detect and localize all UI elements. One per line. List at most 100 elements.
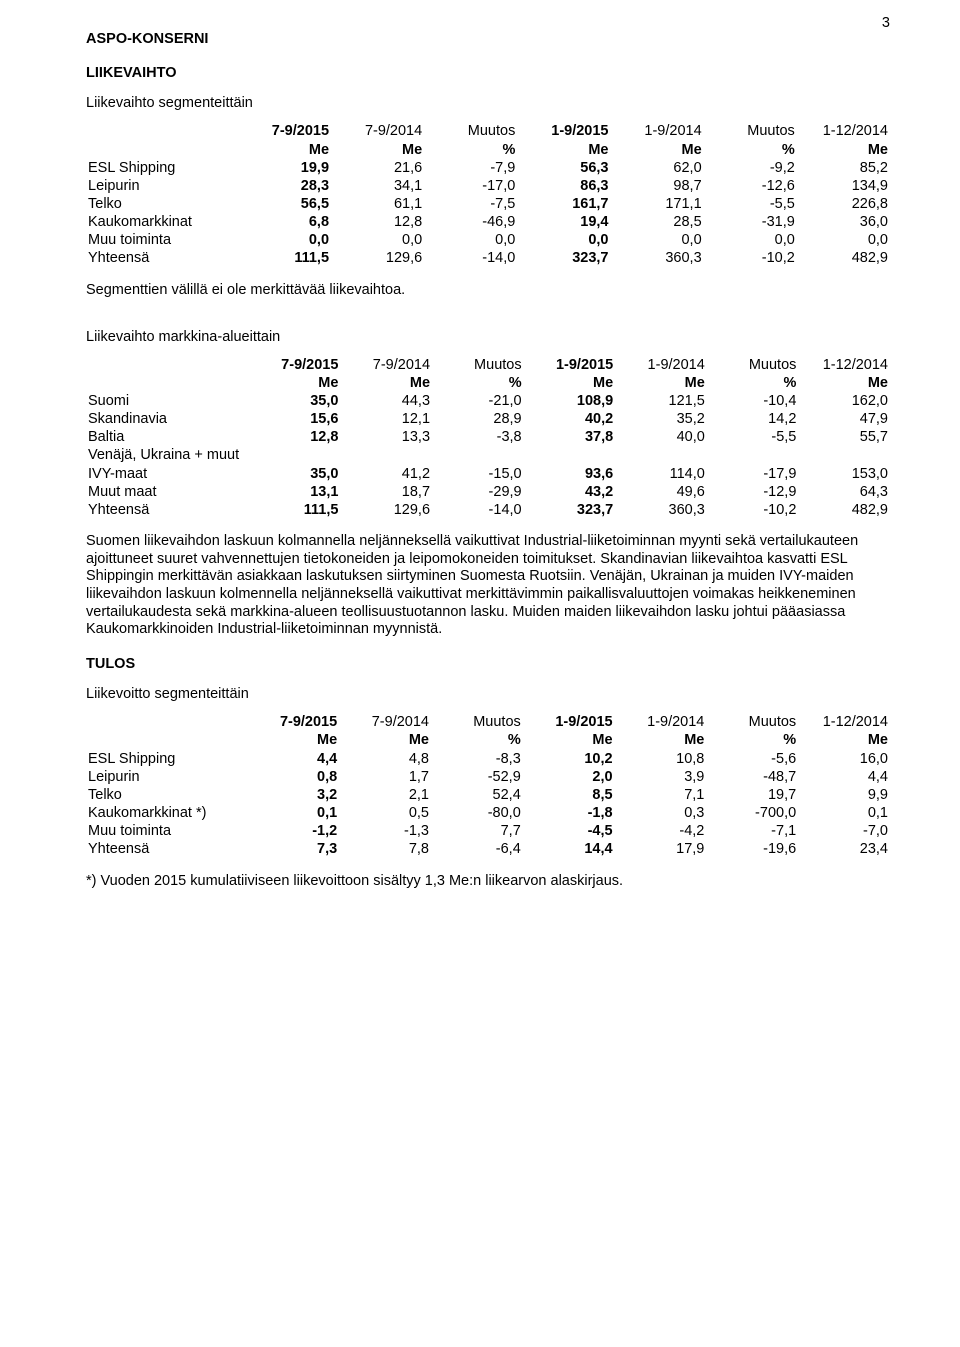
cell: 108,9 xyxy=(524,392,616,410)
table-profit-segment: 7-9/20157-9/2014Muutos1-9/20151-9/2014Mu… xyxy=(86,713,890,858)
table-revenue-segment: 7-9/20157-9/2014Muutos1-9/20151-9/2014Mu… xyxy=(86,122,890,267)
col-unit: % xyxy=(704,141,797,159)
col-unit: Me xyxy=(238,141,331,159)
table-body: Suomi35,044,3-21,0108,9121,5-10,4162,0Sk… xyxy=(86,392,890,519)
col-period: Muutos xyxy=(707,356,799,374)
cell: 14,2 xyxy=(707,410,799,428)
cell: 114,0 xyxy=(615,465,707,483)
cell: 0,3 xyxy=(615,804,707,822)
col-period: 1-9/2015 xyxy=(523,713,615,731)
col-unit: Me xyxy=(524,374,616,392)
table-row: Kaukomarkkinat *)0,10,5-80,0-1,80,3-700,… xyxy=(86,804,890,822)
cell: 3,9 xyxy=(615,768,707,786)
table-row: Venäjä, Ukraina + muut xyxy=(86,446,890,464)
cell: 17,9 xyxy=(615,840,707,858)
cell: 134,9 xyxy=(797,177,890,195)
col-period: 1-12/2014 xyxy=(798,713,890,731)
cell: 34,1 xyxy=(331,177,424,195)
col-period: Muutos xyxy=(424,122,517,140)
table-row: ESL Shipping4,44,8-8,310,210,8-5,616,0 xyxy=(86,750,890,768)
cell: 13,3 xyxy=(340,428,432,446)
cell: -29,9 xyxy=(432,483,524,501)
cell: -52,9 xyxy=(431,768,523,786)
cell: 482,9 xyxy=(798,501,890,519)
cell: -14,0 xyxy=(432,501,524,519)
segment-note: Segmenttien välillä ei ole merkittävää l… xyxy=(86,281,890,299)
cell: -4,5 xyxy=(523,822,615,840)
col-unit: Me xyxy=(517,141,610,159)
cell xyxy=(432,446,524,464)
cell: -12,6 xyxy=(704,177,797,195)
cell: -9,2 xyxy=(704,159,797,177)
cell: 0,0 xyxy=(517,231,610,249)
cell: -3,8 xyxy=(432,428,524,446)
cell: 37,8 xyxy=(524,428,616,446)
table-body: ESL Shipping19,921,6-7,956,362,0-9,285,2… xyxy=(86,159,890,268)
col-period: Muutos xyxy=(704,122,797,140)
cell: 323,7 xyxy=(524,501,616,519)
cell: 0,0 xyxy=(238,231,331,249)
cell: 8,5 xyxy=(523,786,615,804)
cell: 15,6 xyxy=(249,410,341,428)
cell: 0,0 xyxy=(704,231,797,249)
col-period: 1-12/2014 xyxy=(798,356,890,374)
table-row: Leipurin28,334,1-17,086,398,7-12,6134,9 xyxy=(86,177,890,195)
col-period: 7-9/2015 xyxy=(247,713,339,731)
row-label: ESL Shipping xyxy=(86,750,247,768)
row-label: Telko xyxy=(86,195,238,213)
col-blank xyxy=(86,731,247,749)
row-label: Suomi xyxy=(86,392,249,410)
row-label: Muu toiminta xyxy=(86,231,238,249)
col-period: 1-9/2014 xyxy=(615,356,707,374)
cell: -48,7 xyxy=(706,768,798,786)
cell: 129,6 xyxy=(340,501,432,519)
cell: -1,3 xyxy=(339,822,431,840)
row-label: Yhteensä xyxy=(86,840,247,858)
cell: -1,2 xyxy=(247,822,339,840)
cell: 360,3 xyxy=(615,501,707,519)
col-unit: % xyxy=(706,731,798,749)
cell: 111,5 xyxy=(249,501,341,519)
cell: 9,9 xyxy=(798,786,890,804)
cell xyxy=(524,446,616,464)
cell: 12,1 xyxy=(340,410,432,428)
cell: 7,1 xyxy=(615,786,707,804)
cell: 64,3 xyxy=(798,483,890,501)
cell: 40,2 xyxy=(524,410,616,428)
col-blank xyxy=(86,713,247,731)
table-row: Kaukomarkkinat6,812,8-46,919,428,5-31,93… xyxy=(86,213,890,231)
col-period: Muutos xyxy=(706,713,798,731)
cell: 2,1 xyxy=(339,786,431,804)
table-head: 7-9/20157-9/2014Muutos1-9/20151-9/2014Mu… xyxy=(86,713,890,749)
table-row: IVY-maat35,041,2-15,093,6114,0-17,9153,0 xyxy=(86,465,890,483)
cell: 7,8 xyxy=(339,840,431,858)
col-unit: Me xyxy=(615,374,707,392)
row-label: Muut maat xyxy=(86,483,249,501)
paragraph-analysis: Suomen liikevaihdon laskuun kolmannella … xyxy=(86,533,890,639)
col-period: 1-9/2015 xyxy=(517,122,610,140)
cell: -80,0 xyxy=(431,804,523,822)
table-head: 7-9/20157-9/2014Muutos1-9/20151-9/2014Mu… xyxy=(86,122,890,158)
cell: 40,0 xyxy=(615,428,707,446)
cell: 0,1 xyxy=(798,804,890,822)
cell: 93,6 xyxy=(524,465,616,483)
table-row: Muu toiminta0,00,00,00,00,00,00,0 xyxy=(86,231,890,249)
cell: 36,0 xyxy=(797,213,890,231)
cell: 323,7 xyxy=(517,249,610,267)
cell: -7,1 xyxy=(706,822,798,840)
table-head: 7-9/20157-9/2014Muutos1-9/20151-9/2014Mu… xyxy=(86,356,890,392)
cell: 61,1 xyxy=(331,195,424,213)
cell: 12,8 xyxy=(331,213,424,231)
row-label: Skandinavia xyxy=(86,410,249,428)
cell xyxy=(798,446,890,464)
cell: 49,6 xyxy=(615,483,707,501)
cell: 2,0 xyxy=(523,768,615,786)
row-label: Venäjä, Ukraina + muut xyxy=(86,446,249,464)
col-period: 1-9/2014 xyxy=(611,122,704,140)
col-period: Muutos xyxy=(431,713,523,731)
cell: 41,2 xyxy=(340,465,432,483)
cell: 121,5 xyxy=(615,392,707,410)
cell: 4,8 xyxy=(339,750,431,768)
table-revenue-market: 7-9/20157-9/2014Muutos1-9/20151-9/2014Mu… xyxy=(86,356,890,519)
cell xyxy=(340,446,432,464)
